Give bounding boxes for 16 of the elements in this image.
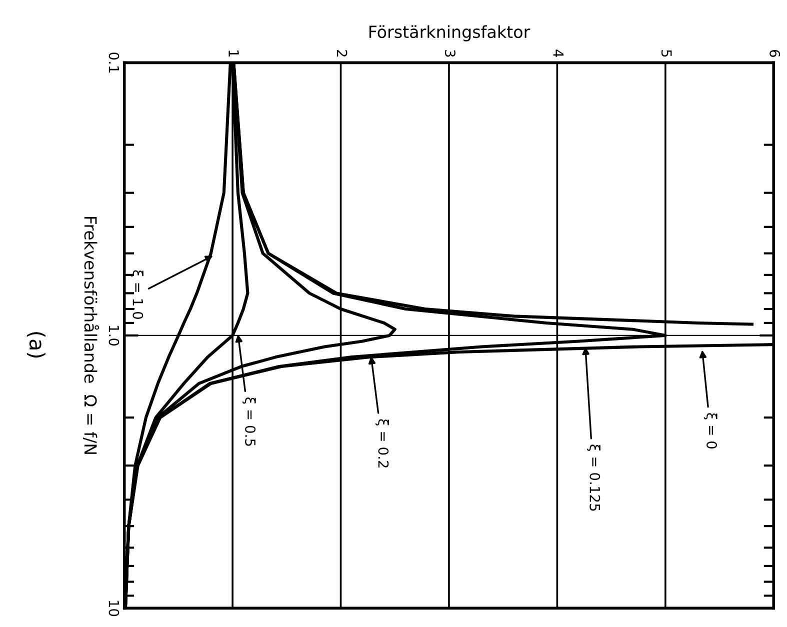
text: (a) (26, 332, 46, 358)
x-axis-title: Förstärkningsfaktor (369, 25, 530, 42)
y-tick-label: 10 (108, 600, 120, 616)
y-axis-title: Frekvensförhållande Ω = f/N (82, 216, 100, 454)
annotation: ξ = 0.2 (375, 419, 389, 468)
x-tick-label: 3 (444, 50, 456, 57)
y-tick-label: 1.0 (108, 326, 120, 346)
annotation: ξ = 0.125 (586, 444, 600, 511)
x-tick-label: 4 (553, 50, 564, 58)
y-tick-label: 0.1 (108, 52, 120, 72)
x-tick-label: 5 (661, 50, 672, 57)
x-tick-label: 2 (336, 50, 348, 56)
annotation: ξ = 0.5 (242, 397, 256, 446)
x-tick-label: 1 (228, 50, 239, 57)
annotation: ξ = 0 (704, 413, 718, 449)
x-tick-label: 6 (770, 50, 780, 57)
